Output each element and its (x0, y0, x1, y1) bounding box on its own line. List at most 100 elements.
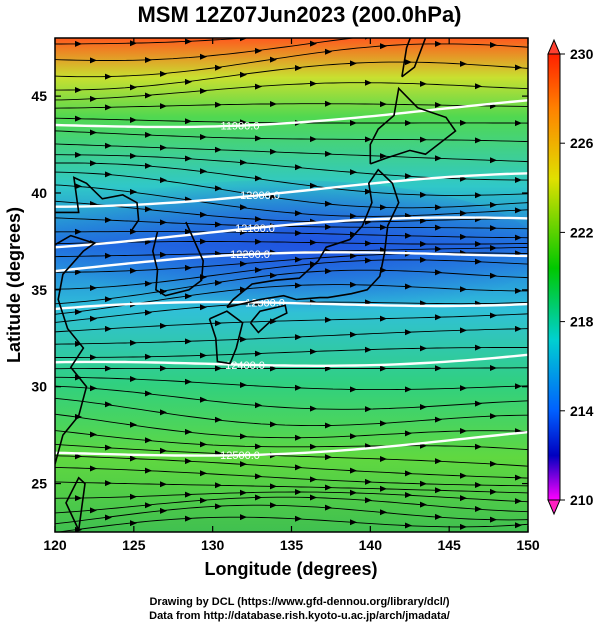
streamline-arrow (380, 509, 387, 516)
streamline-arrow (405, 232, 412, 239)
streamline-arrow (240, 260, 247, 267)
streamline-arrow (325, 316, 332, 323)
streamline-arrow (255, 494, 262, 501)
streamline-arrow (105, 296, 112, 303)
streamline-arrow (490, 245, 497, 252)
streamline-arrow (185, 293, 192, 300)
streamline-arrow (185, 118, 192, 125)
streamline-arrow (460, 472, 467, 479)
streamline-arrow (475, 26, 482, 32)
streamline-arrow (160, 365, 167, 372)
streamline-arrow (185, 78, 192, 85)
streamline-arrow (475, 482, 482, 489)
streamline (55, 130, 528, 143)
streamline-arrow (435, 155, 442, 162)
streamline-arrow (460, 428, 467, 435)
streamline-arrow (145, 437, 152, 444)
streamline (55, 455, 528, 479)
coastline (249, 304, 288, 334)
streamline-arrow (215, 503, 222, 510)
streamline-arrow (435, 487, 442, 494)
streamline-arrow (185, 38, 192, 45)
streamline-arrow (350, 331, 357, 338)
streamline-arrow (420, 191, 427, 198)
streamline-arrow (405, 522, 412, 529)
streamline (55, 61, 528, 91)
streamline-arrow (435, 458, 442, 465)
streamline (55, 496, 528, 514)
streamline (55, 328, 528, 345)
streamline-arrow (405, 283, 412, 290)
streamline-arrow (350, 213, 357, 220)
streamline-arrow (295, 434, 302, 441)
x-tick-label: 130 (201, 537, 225, 553)
streamline-arrow (200, 497, 207, 504)
streamline (55, 347, 528, 358)
streamline (55, 491, 528, 503)
streamline-arrow (460, 523, 467, 530)
streamline-arrow (325, 268, 332, 275)
streamline-arrow (310, 348, 317, 355)
streamline-arrow (310, 182, 317, 189)
streamline-arrow (240, 159, 247, 166)
streamline-arrow (240, 336, 247, 343)
streamline-arrow (420, 136, 427, 143)
streamline-arrow (350, 120, 357, 127)
colorbar-tick-label: 230 (570, 46, 594, 62)
streamline-arrow (145, 353, 152, 360)
streamline-arrow (240, 514, 247, 521)
streamline-arrow (240, 461, 247, 468)
streamline-arrow (325, 48, 332, 55)
streamline-arrow (160, 507, 167, 514)
streamline-arrow (105, 365, 112, 372)
streamline-arrow (160, 70, 167, 77)
colorbar-max-arrow (547, 38, 561, 55)
streamline-arrow (200, 470, 207, 477)
streamline (55, 397, 528, 427)
streamline-arrow (490, 516, 497, 523)
streamline-arrow (145, 56, 152, 63)
streamline-arrow (350, 433, 357, 440)
streamline-arrow (350, 519, 357, 526)
streamline-arrow (460, 233, 467, 240)
streamline-arrow (255, 267, 262, 274)
streamline-arrow (105, 480, 112, 487)
streamline-arrow (255, 47, 262, 54)
streamline-arrow (240, 204, 247, 211)
streamline-arrow (130, 267, 137, 274)
streamline-arrow (295, 164, 302, 171)
streamline-arrow (515, 325, 522, 332)
streamline (55, 162, 528, 196)
height-contour (55, 251, 528, 273)
streamline-arrow (105, 514, 112, 521)
streamline-arrow (145, 92, 152, 99)
y-tick-label: 35 (31, 282, 47, 298)
streamline-arrow (90, 129, 97, 136)
streamline-arrow (475, 137, 482, 144)
streamline-arrow (380, 315, 387, 322)
streamline-arrow (215, 320, 222, 327)
streamline-arrow (295, 464, 302, 471)
streamline-arrow (515, 287, 522, 294)
streamline-arrow (405, 119, 412, 126)
streamline (55, 516, 528, 532)
streamline-arrow (420, 480, 427, 487)
streamline-arrow (490, 272, 497, 279)
streamline-arrow (380, 153, 387, 160)
coastline (401, 38, 427, 78)
x-axis-ticks: 120 125 130 135 140 145 150 (43, 38, 540, 553)
streamline-arrow (75, 495, 82, 502)
x-tick-label: 140 (359, 537, 383, 553)
streamline-arrow (295, 489, 302, 496)
streamline-arrow (130, 493, 137, 500)
streamline-arrow (365, 406, 372, 413)
streamline-arrow (310, 443, 317, 450)
coastline (208, 310, 244, 365)
streamline-arrow (255, 83, 262, 90)
streamline-arrow (90, 284, 97, 291)
streamline (55, 217, 528, 230)
streamline-arrow (325, 150, 332, 157)
streamline-arrow (515, 14, 522, 20)
streamline-arrow (420, 345, 427, 352)
streamline-arrow (215, 185, 222, 192)
